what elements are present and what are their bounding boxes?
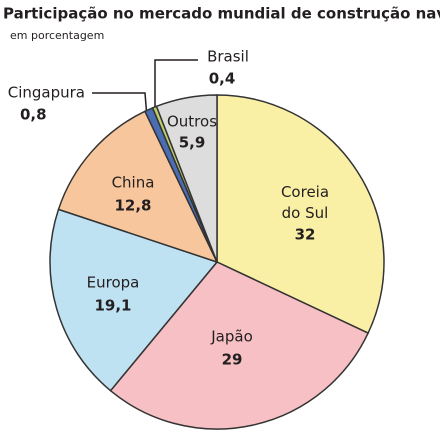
value-label: 19,1: [94, 297, 131, 315]
chart-title: Participação no mercado mundial de const…: [3, 5, 440, 23]
leader-lines: [92, 59, 198, 119]
value-label: 5,9: [179, 134, 206, 152]
value-label: 29: [222, 351, 243, 369]
slices: [49, 94, 385, 430]
value-label: 0,4: [209, 70, 236, 88]
pie-slice: [49, 208, 219, 392]
slice-label: Cingapura: [8, 84, 85, 102]
slice-label: Outros: [167, 113, 217, 131]
slice-label: China: [112, 174, 155, 192]
value-label: 32: [295, 226, 316, 244]
slice-label: Brasil: [207, 48, 249, 66]
leader-line: [92, 92, 148, 119]
pie-slice: [57, 110, 219, 264]
slice-label: Europa: [87, 274, 140, 292]
slice-label: Japão: [210, 328, 253, 346]
slice-label-line: Coreia: [281, 183, 329, 201]
slice-label: Coreia do Sul: [281, 183, 329, 222]
slice-label-line: do Sul: [282, 204, 329, 222]
value-label: 0,8: [20, 106, 47, 124]
pie-slice: [216, 94, 385, 335]
chart-subtitle: em porcentagem: [10, 29, 104, 42]
value-label: 12,8: [114, 197, 151, 215]
leader-line: [154, 59, 198, 110]
pie-slice: [155, 94, 218, 263]
pie-slice: [109, 261, 370, 430]
